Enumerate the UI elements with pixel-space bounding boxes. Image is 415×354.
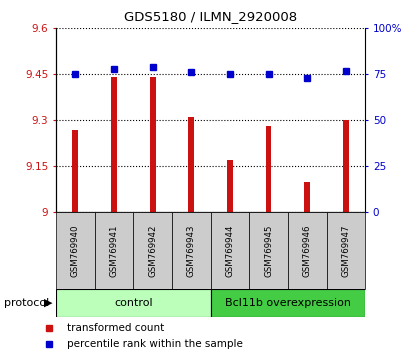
Text: GSM769947: GSM769947 [342, 224, 350, 277]
Bar [304, 182, 310, 212]
Bar [95, 212, 133, 289]
Bar [266, 126, 271, 212]
Bar [56, 212, 95, 289]
Text: GSM769945: GSM769945 [264, 224, 273, 277]
Bar [111, 78, 117, 212]
Text: ▶: ▶ [44, 298, 52, 308]
Bar [210, 212, 249, 289]
Text: GSM769944: GSM769944 [225, 224, 234, 277]
Bar [150, 78, 156, 212]
Bar [133, 212, 172, 289]
Text: GSM769941: GSM769941 [110, 224, 119, 277]
Bar [56, 289, 210, 317]
Bar [210, 289, 365, 317]
Text: protocol: protocol [4, 298, 49, 308]
Bar [227, 160, 233, 212]
Text: GSM769943: GSM769943 [187, 224, 196, 277]
Bar [172, 212, 210, 289]
Bar [249, 212, 288, 289]
Title: GDS5180 / ILMN_2920008: GDS5180 / ILMN_2920008 [124, 10, 297, 23]
Bar [188, 117, 194, 212]
Text: control: control [114, 298, 153, 308]
Text: GSM769946: GSM769946 [303, 224, 312, 277]
Text: percentile rank within the sample: percentile rank within the sample [67, 339, 243, 349]
Bar [73, 130, 78, 212]
Text: Bcl11b overexpression: Bcl11b overexpression [225, 298, 351, 308]
Text: GSM769940: GSM769940 [71, 224, 80, 277]
Text: GSM769942: GSM769942 [148, 224, 157, 277]
Bar [327, 212, 365, 289]
Bar [343, 120, 349, 212]
Bar [288, 212, 327, 289]
Text: transformed count: transformed count [67, 323, 164, 333]
